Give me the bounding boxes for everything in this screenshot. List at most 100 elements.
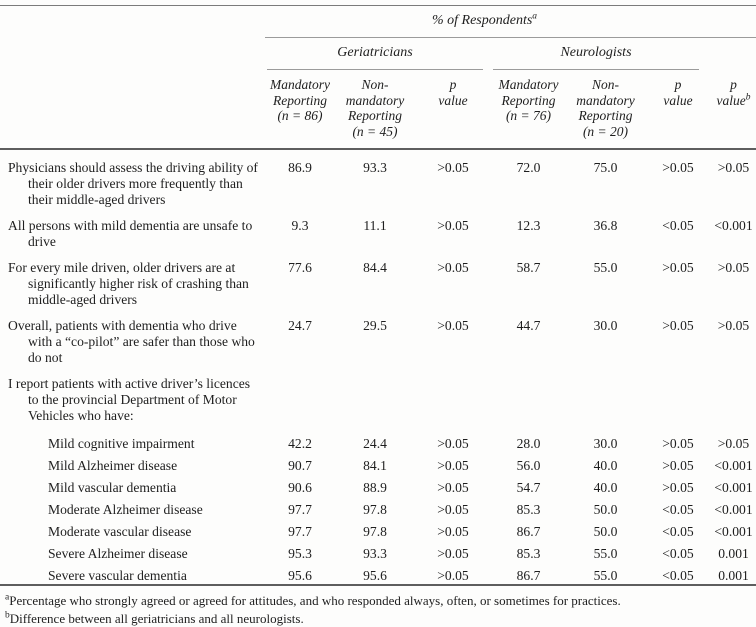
group-spacer	[711, 38, 756, 71]
value-cell: 0.001	[711, 562, 756, 585]
value-cell: 55.0	[566, 562, 645, 585]
value-cell: 44.7	[491, 308, 566, 366]
value-cell: 85.3	[491, 496, 566, 518]
row-label: For every mile driven, older drivers are…	[8, 260, 259, 308]
row-label-cell: Moderate vascular disease	[0, 518, 265, 540]
value-cell: 0.001	[711, 540, 756, 562]
column-header-line: Reporting	[566, 108, 645, 124]
spanner-heading: % of Respondentsa	[265, 6, 756, 38]
value-cell	[265, 366, 335, 430]
value-cell: 90.7	[265, 452, 335, 474]
row-label-cell: Severe Alzheimer disease	[0, 540, 265, 562]
value-cell: >0.05	[415, 540, 491, 562]
column-header-line: p	[711, 77, 756, 93]
column-header-line: Reporting	[491, 93, 566, 109]
value-cell	[415, 366, 491, 430]
row-label-cell: All persons with mild dementia are unsaf…	[0, 208, 265, 250]
column-header-line: Mandatory	[265, 77, 335, 93]
value-cell: 58.7	[491, 250, 566, 308]
table-body: Physicians should assess the driving abi…	[0, 149, 756, 585]
group-label-neurologists: Neurologists	[493, 38, 699, 70]
value-cell: 24.7	[265, 308, 335, 366]
value-cell: >0.05	[415, 250, 491, 308]
table-header: % of Respondentsa Geriatricians Neurolog…	[0, 6, 756, 150]
value-cell: <0.001	[711, 518, 756, 540]
footnotes: aPercentage who strongly agreed or agree…	[0, 592, 756, 627]
value-cell: 54.7	[491, 474, 566, 496]
row-label-cell: Mild Alzheimer disease	[0, 452, 265, 474]
value-cell: >0.05	[645, 308, 711, 366]
paper-table-figure: % of Respondentsa Geriatricians Neurolog…	[0, 0, 756, 600]
row-label: Physicians should assess the driving abi…	[8, 160, 259, 208]
row-label-cell: Mild cognitive impairment	[0, 430, 265, 452]
row-label: All persons with mild dementia are unsaf…	[8, 218, 259, 250]
value-cell: >0.05	[711, 149, 756, 208]
row-label: I report patients with active driver’s l…	[8, 376, 259, 424]
value-cell: 97.7	[265, 518, 335, 540]
value-cell: 86.7	[491, 518, 566, 540]
value-cell: 24.4	[335, 430, 415, 452]
value-cell: 9.3	[265, 208, 335, 250]
value-cell: >0.05	[711, 250, 756, 308]
table-row: All persons with mild dementia are unsaf…	[0, 208, 756, 250]
row-label-cell: I report patients with active driver’s l…	[0, 366, 265, 430]
row-label: Moderate vascular disease	[8, 524, 259, 540]
value-cell: 84.4	[335, 250, 415, 308]
value-cell: >0.05	[645, 250, 711, 308]
value-cell: 75.0	[566, 149, 645, 208]
value-cell: >0.05	[415, 518, 491, 540]
column-header-line: (n = 20)	[566, 124, 645, 140]
value-cell: >0.05	[415, 562, 491, 585]
value-cell: 85.3	[491, 540, 566, 562]
value-cell	[335, 366, 415, 430]
value-cell: 84.1	[335, 452, 415, 474]
value-cell: >0.05	[415, 474, 491, 496]
row-label-cell: Overall, patients with dementia who driv…	[0, 308, 265, 366]
column-header-line: Non-mandatory	[335, 77, 415, 108]
stub-header-empty	[0, 70, 265, 149]
value-cell: 95.6	[265, 562, 335, 585]
value-cell: 50.0	[566, 496, 645, 518]
column-header-line: p	[415, 77, 491, 93]
column-header-line: Non-mandatory	[566, 77, 645, 108]
footnote-b-text: Difference between all geriatricians and…	[10, 611, 304, 626]
value-cell: 56.0	[491, 452, 566, 474]
value-cell: >0.05	[645, 452, 711, 474]
row-label: Severe Alzheimer disease	[8, 546, 259, 562]
column-header-text: value	[717, 93, 746, 108]
value-cell: <0.001	[711, 452, 756, 474]
stub-header-empty	[0, 6, 265, 38]
value-cell: 88.9	[335, 474, 415, 496]
spanner-label: % of Respondentsa	[432, 13, 589, 29]
value-cell: >0.05	[415, 208, 491, 250]
value-cell: 55.0	[566, 540, 645, 562]
value-cell: 40.0	[566, 474, 645, 496]
row-label-cell: Mild vascular dementia	[0, 474, 265, 496]
value-cell: <0.001	[711, 208, 756, 250]
value-cell: 77.6	[265, 250, 335, 308]
value-cell: 90.6	[265, 474, 335, 496]
value-cell: 30.0	[566, 308, 645, 366]
value-cell: 86.7	[491, 562, 566, 585]
column-header-line: Reporting	[265, 93, 335, 109]
value-cell: 97.7	[265, 496, 335, 518]
value-cell: 97.8	[335, 518, 415, 540]
value-cell: 95.3	[265, 540, 335, 562]
value-cell	[645, 366, 711, 430]
row-label-cell: Severe vascular dementia	[0, 562, 265, 585]
stub-header-empty	[0, 38, 265, 71]
value-cell: <0.05	[645, 518, 711, 540]
value-cell: 97.8	[335, 496, 415, 518]
value-cell: >0.05	[415, 496, 491, 518]
value-cell: 36.8	[566, 208, 645, 250]
value-cell: <0.05	[645, 208, 711, 250]
value-cell: <0.001	[711, 496, 756, 518]
value-cell: <0.05	[645, 562, 711, 585]
